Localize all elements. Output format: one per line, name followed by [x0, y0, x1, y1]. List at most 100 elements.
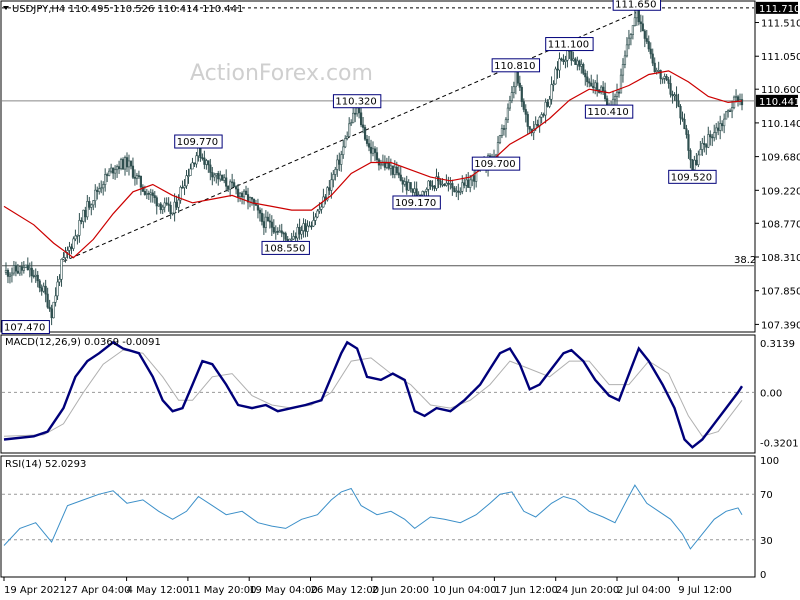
candle-body [441, 183, 444, 186]
price-y-tick: 111.510 [761, 19, 800, 30]
candle-body [697, 154, 700, 166]
candle-body [552, 83, 555, 86]
candle-body [270, 221, 273, 228]
price-label-box [332, 94, 382, 109]
dropdown-triangle-icon[interactable] [3, 6, 9, 10]
price-y-tick: 110.600 [761, 85, 800, 96]
candle-body [465, 179, 468, 186]
candle-body [115, 166, 119, 171]
candle-body [496, 142, 500, 156]
candle-body [719, 123, 722, 131]
candle-body [661, 77, 664, 80]
price-label-box [174, 134, 223, 149]
macd-line [3, 340, 744, 449]
candle-body [127, 160, 131, 168]
candle-body [621, 64, 625, 76]
candle-body [274, 231, 277, 233]
candle-body [215, 173, 218, 176]
price-label-box [612, 0, 662, 11]
candle-body [518, 82, 521, 88]
candle-body [24, 264, 27, 268]
candle-body [290, 238, 293, 241]
candle-body [20, 266, 23, 271]
x-tick-label: 11 May 20:00 [188, 585, 257, 596]
candle-body [193, 162, 196, 165]
candle-body [550, 84, 553, 100]
candle-body [611, 98, 615, 106]
candle-body [330, 179, 333, 191]
candle-body [316, 210, 319, 218]
candle-body [129, 160, 133, 167]
candle-body [623, 55, 627, 65]
price-label: 110.320 [335, 97, 376, 108]
x-tick-label: 24 Jun 20:00 [556, 585, 620, 596]
candle-body [102, 184, 105, 189]
candle-body [147, 193, 150, 195]
macd-layer [2, 340, 754, 449]
candle-body [459, 191, 462, 193]
candle-body [393, 166, 396, 175]
price-layer: 38.2 107.470 109.770 108.550 110.320 109.170 1… [1, 0, 756, 335]
candle-body [187, 175, 190, 177]
candle-body [88, 201, 91, 208]
candle-body [554, 68, 557, 85]
candle-body [207, 160, 210, 166]
candle-body [48, 306, 51, 310]
candle-body [110, 167, 113, 172]
price-label-box [471, 156, 521, 171]
candle-body [76, 235, 79, 237]
candle-body [576, 60, 579, 65]
price-y-tick: 107.390 [761, 320, 800, 331]
candle-body [143, 191, 146, 195]
price-label-box [261, 240, 310, 255]
candle-body [734, 96, 738, 98]
candle-body [631, 25, 634, 35]
candle-body [217, 173, 220, 180]
candle-body [455, 190, 458, 193]
candle-body [361, 124, 365, 128]
candle-body [354, 112, 357, 115]
price-y-tick: 111.050 [761, 52, 800, 63]
candle-body [691, 159, 694, 170]
candle-body [171, 212, 174, 215]
candle-body [74, 235, 77, 240]
price-y-tick: 109.680 [761, 153, 800, 164]
price-y-tick: 110.140 [761, 119, 800, 130]
candle-body [304, 223, 307, 232]
candle-body [256, 205, 260, 211]
candle-body [70, 246, 73, 249]
macd-y-tick: 0.00 [760, 388, 782, 399]
candle-body [318, 209, 321, 212]
candle-body [371, 148, 375, 154]
candle-body [123, 157, 127, 170]
candle-body [121, 159, 125, 170]
price-label: 110.810 [494, 61, 535, 72]
candle-body [175, 201, 178, 208]
candle-body [80, 220, 83, 222]
candle-body [669, 83, 672, 95]
candle-body [112, 167, 115, 174]
candle-body [119, 159, 123, 169]
candle-body [100, 187, 103, 190]
candle-body [447, 182, 450, 185]
candle-body [546, 101, 549, 107]
price-label-box [491, 58, 541, 73]
candle-body [467, 179, 470, 188]
candle-body [596, 82, 599, 91]
candle-body [328, 187, 331, 191]
candle-body [211, 172, 214, 178]
candle-body [528, 126, 531, 130]
candle-body [252, 198, 256, 205]
candle-body [728, 110, 732, 113]
candle-body [516, 70, 519, 84]
macd-y-tick: 0.3139 [760, 339, 795, 350]
candle-body [592, 85, 595, 89]
candle-body [508, 100, 511, 109]
candle-body [223, 177, 226, 181]
candle-body [358, 107, 361, 114]
price-label: 107.470 [4, 323, 45, 334]
candle-body [457, 190, 460, 193]
candle-body [4, 270, 8, 273]
candle-body [46, 293, 49, 308]
candle-body [451, 183, 454, 189]
